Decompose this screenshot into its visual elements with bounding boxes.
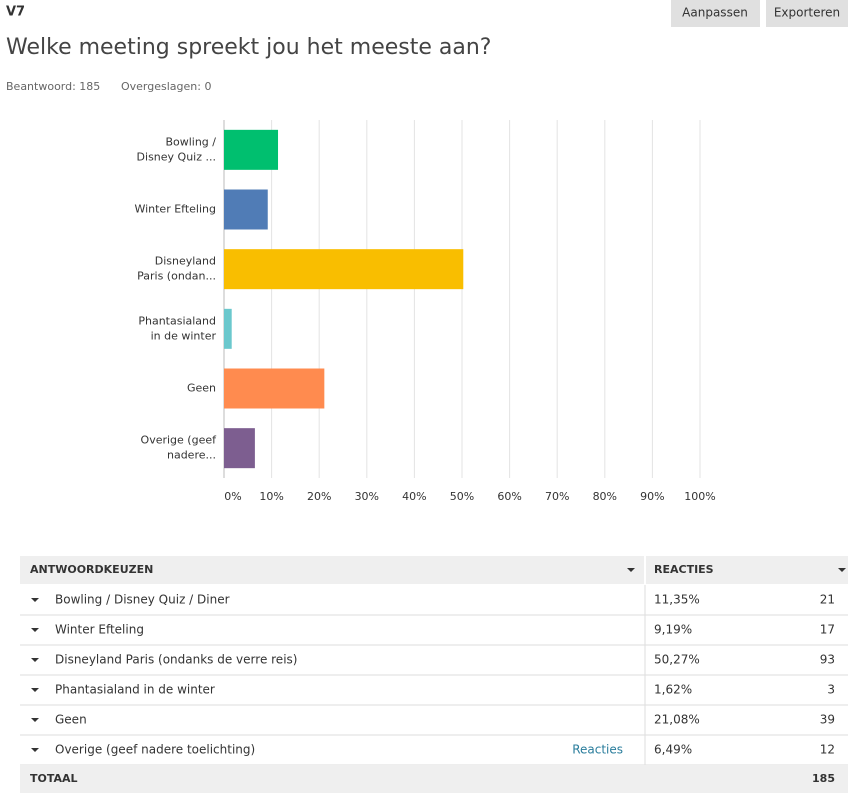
answer-cell: Overige (geef nadere toelichting) [55,743,255,757]
table-header [20,556,848,584]
answer-cell: Phantasialand in de winter [55,683,215,697]
answer-cell: Bowling / Disney Quiz / Diner [55,593,230,607]
count-cell: 93 [820,653,835,667]
x-tick-label: 80% [593,490,617,503]
percent-cell: 9,19% [654,623,692,637]
answered: Beantwoord: 185 [6,80,100,93]
button[interactable] [671,0,760,27]
answer-cell: Winter Efteling [55,623,144,637]
y-tick-label: Overige (geef [141,434,218,447]
percent-cell: 6,49% [654,743,692,757]
dropdown-arrow[interactable] [31,658,39,662]
y-tick-label: Geen [187,382,216,395]
x-tick-label: 70% [545,490,569,503]
x-tick-label: 30% [355,490,379,503]
responses-link[interactable]: Reacties [572,743,623,757]
header-cell: ANTWOORDKEUZEN [30,563,153,576]
percent-cell: 1,62% [654,683,692,697]
count-cell: 3 [827,683,835,697]
button-label[interactable]: Exporteren [774,6,840,20]
count-cell: 21 [820,593,835,607]
dropdown-arrow[interactable] [838,568,846,572]
x-tick-label: 20% [307,490,331,503]
x-tick-label: 50% [450,490,474,503]
y-tick-label: Disney Quiz ... [137,150,216,163]
x-tick-label: 90% [640,490,664,503]
dropdown-arrow[interactable] [31,688,39,692]
bar [224,249,464,290]
count-cell: 12 [820,743,835,757]
answer-cell: Disneyland Paris (ondanks de verre reis) [55,653,297,667]
total-label: TOTAAL [30,772,78,785]
dropdown-arrow[interactable] [31,718,39,722]
percent-cell: 50,27% [654,653,700,667]
percent-cell: 21,08% [654,713,700,727]
header-cell: REACTIES [654,563,714,576]
skipped: Overgeslagen: 0 [121,80,211,93]
dropdown-arrow[interactable] [31,628,39,632]
answer-cell: Geen [55,713,87,727]
x-tick-label: 0% [224,490,241,503]
x-tick-label: 60% [497,490,521,503]
total-row [20,765,848,793]
percent-cell: 11,35% [654,593,700,607]
count-cell: 39 [820,713,835,727]
count-cell: 17 [820,623,835,637]
dropdown-arrow[interactable] [31,748,39,752]
y-tick-label: Paris (ondan... [137,270,216,283]
y-tick-label: Bowling / [165,135,216,148]
x-tick-label: 100% [684,490,715,503]
bar [224,189,268,230]
y-tick-label: in de winter [151,329,217,342]
y-tick-label: nadere... [167,449,216,462]
bar [224,428,255,469]
y-tick-label: Phantasialand [138,314,216,327]
title: Welke meeting spreekt jou het meeste aan… [6,35,491,60]
bar [224,308,232,349]
y-tick-label: Disneyland [155,255,216,268]
button-label[interactable]: Aanpassen [682,6,748,20]
question-id: V7 [6,5,25,20]
y-tick-label: Winter Efteling [134,203,216,216]
dropdown-arrow[interactable] [627,568,635,572]
x-tick-label: 10% [259,490,283,503]
button[interactable] [766,0,848,27]
x-tick-label: 40% [402,490,426,503]
bar [224,129,279,170]
total-value: 185 [812,772,835,785]
bar [224,368,325,409]
dropdown-arrow[interactable] [31,598,39,602]
